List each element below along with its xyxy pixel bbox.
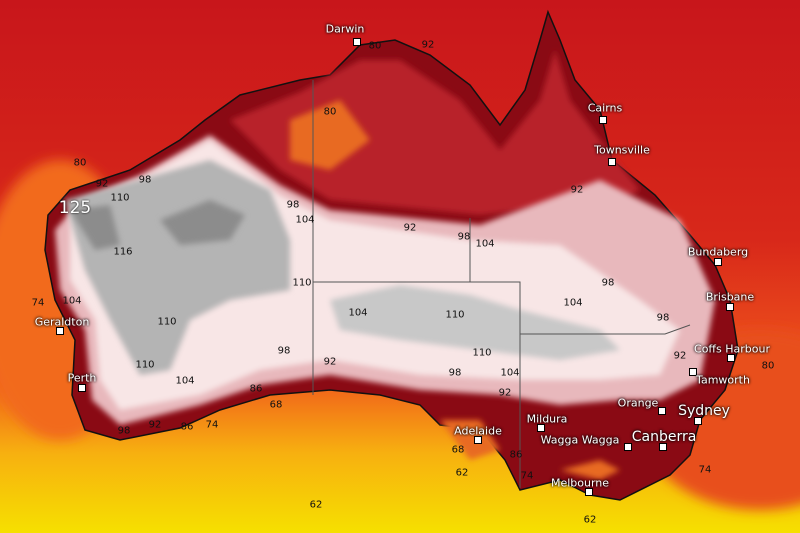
city-label-geraldton: Geraldton	[34, 315, 90, 329]
city-marker	[694, 417, 702, 425]
contour-label: 110	[292, 277, 312, 289]
city-label-townsville: Townsville	[594, 143, 650, 157]
city-marker	[599, 116, 607, 124]
contour-label: 74	[205, 419, 219, 431]
contour-label: 80	[761, 360, 775, 372]
city-label-bundaberg: Bundaberg	[687, 245, 749, 259]
contour-label: 92	[403, 222, 417, 234]
contour-label: 80	[73, 157, 87, 169]
city-label-sydney: Sydney	[678, 403, 730, 419]
contour-label: 98	[117, 425, 131, 437]
contour-label: 86	[249, 383, 263, 395]
contour-label: 98	[448, 367, 462, 379]
city-label-melbourne: Melbourne	[550, 476, 610, 490]
contour-label: 98	[286, 199, 300, 211]
contour-label: 92	[673, 350, 687, 362]
contour-label: 80	[368, 40, 382, 52]
city-marker	[608, 158, 616, 166]
city-marker	[689, 368, 697, 376]
city-label-tamworth: Tamworth	[696, 373, 750, 387]
contour-label: 92	[498, 387, 512, 399]
contour-label: 80	[323, 106, 337, 118]
contour-label: 98	[277, 345, 291, 357]
contour-label: 98	[656, 312, 670, 324]
contour-label: 92	[148, 419, 162, 431]
contour-label: 110	[445, 309, 465, 321]
contour-label: 104	[348, 307, 368, 319]
contour-label: 104	[62, 295, 82, 307]
city-marker	[353, 38, 361, 46]
contour-label: 74	[698, 464, 712, 476]
city-label-canberra: Canberra	[631, 429, 697, 445]
city-marker	[56, 327, 64, 335]
contour-label: 68	[451, 444, 465, 456]
city-marker	[78, 384, 86, 392]
city-label-adelaide: Adelaide	[454, 424, 502, 438]
city-marker	[624, 443, 632, 451]
contour-label: 92	[323, 356, 337, 368]
city-label-coffs-harbour: Coffs Harbour	[694, 342, 770, 356]
contour-label: 68	[269, 399, 283, 411]
contour-label: 104	[563, 297, 583, 309]
city-marker	[659, 443, 667, 451]
contour-label: 110	[157, 316, 177, 328]
contour-label: 104	[500, 367, 520, 379]
city-label-wagga-wagga: Wagga Wagga	[540, 433, 620, 447]
contour-label: 104	[295, 214, 315, 226]
contour-label: 62	[583, 514, 597, 526]
city-marker	[658, 407, 666, 415]
city-marker	[474, 436, 482, 444]
city-label-orange: Orange	[617, 396, 659, 410]
contour-label: 86	[180, 421, 194, 433]
city-label-darwin: Darwin	[325, 22, 365, 36]
contour-label: 74	[520, 470, 534, 482]
max-temperature-label: 125	[58, 198, 92, 218]
contour-label: 104	[175, 375, 195, 387]
city-marker	[585, 488, 593, 496]
contour-label: 98	[138, 174, 152, 186]
contour-label: 92	[421, 39, 435, 51]
city-label-perth: Perth	[67, 371, 97, 385]
contour-label: 110	[472, 347, 492, 359]
city-label-brisbane: Brisbane	[705, 290, 755, 304]
state-borders	[312, 80, 691, 488]
city-label-mildura: Mildura	[526, 412, 568, 426]
city-marker	[537, 424, 545, 432]
city-marker	[726, 303, 734, 311]
contour-label: 116	[113, 246, 133, 258]
contour-label: 110	[135, 359, 155, 371]
contour-label: 98	[457, 231, 471, 243]
city-marker	[714, 258, 722, 266]
contour-label: 104	[475, 238, 495, 250]
contour-label: 86	[509, 449, 523, 461]
contour-label: 110	[110, 192, 130, 204]
contour-label: 98	[601, 277, 615, 289]
contour-label: 62	[455, 467, 469, 479]
city-label-cairns: Cairns	[587, 101, 623, 115]
contour-label: 62	[309, 499, 323, 511]
contour-label: 92	[570, 184, 584, 196]
contour-label: 92	[95, 178, 109, 190]
contour-label: 74	[31, 297, 45, 309]
city-marker	[727, 354, 735, 362]
